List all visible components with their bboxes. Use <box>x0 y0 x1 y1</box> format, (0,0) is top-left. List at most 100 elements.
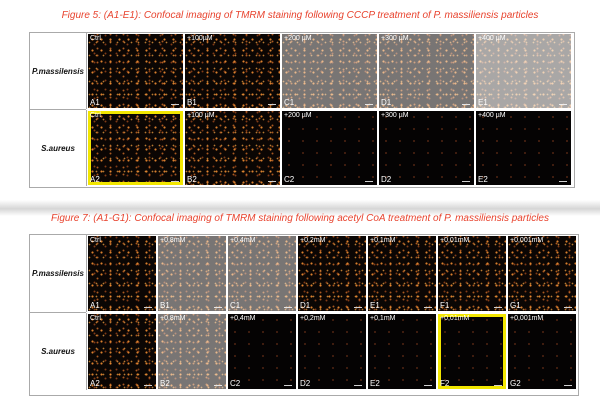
micrograph-panel: +0,01mM F2 <box>438 314 506 389</box>
micrograph-panel: +0,001mM G2 <box>508 314 576 389</box>
panel-id-label: B2 <box>187 175 197 184</box>
panel-id-label: E1 <box>478 98 488 107</box>
panel-id-label: E2 <box>478 175 488 184</box>
scale-bar <box>144 307 152 308</box>
scale-bar <box>214 307 222 308</box>
panel-id-label: F1 <box>440 301 450 310</box>
row-label: P.massilensis <box>30 33 87 109</box>
micrograph-panel: +300 µM D2 <box>379 111 474 185</box>
scale-bar <box>268 104 276 105</box>
treatment-label: +0,2mM <box>300 315 326 322</box>
micrograph-panel: +100µM B1 <box>185 34 280 108</box>
micrograph-panel: Ctrl A2 <box>88 111 183 185</box>
panel-id-label: C1 <box>230 301 241 310</box>
scale-bar <box>462 104 470 105</box>
scale-bar <box>564 385 572 386</box>
treatment-label: +0,01mM <box>440 315 470 322</box>
treatment-label: +0,8mM <box>160 237 186 244</box>
micrograph-panel: Ctrl A2 <box>88 314 156 389</box>
treatment-label: +0,001mM <box>510 315 544 322</box>
panel-id-label: D1 <box>300 301 311 310</box>
scale-bar <box>424 307 432 308</box>
figure-7-grid: P.massilensis Ctrl A1 +0,8mM B1 +0,4mM C1 +0,2m… <box>29 234 579 396</box>
micrograph-panel: +0,1mM E1 <box>368 236 436 311</box>
scale-bar <box>559 104 567 105</box>
figure-5-grid: P.massilensis Ctrl A1 +100µM B1 +200 µM C1 +300… <box>29 32 575 188</box>
micrograph-panel: Ctrl A1 <box>88 236 156 311</box>
panel-id-label: F2 <box>440 379 450 388</box>
micrograph-panel: +0,2mM D1 <box>298 236 366 311</box>
panel-id-label: A2 <box>90 175 100 184</box>
row-label: P.massilensis <box>30 235 87 312</box>
figure-7-caption: Figure 7: (A1-G1): Confocal imaging of T… <box>51 213 549 224</box>
scale-bar <box>365 181 373 182</box>
scale-bar <box>284 307 292 308</box>
panel-id-label: G1 <box>510 301 521 310</box>
treatment-label: Ctrl <box>90 237 101 244</box>
row-divider <box>30 312 86 313</box>
panel-id-label: C1 <box>284 98 295 107</box>
panel-id-label: D1 <box>381 98 392 107</box>
row-label: S.aureus <box>30 110 87 186</box>
micrograph-panel: +200 µM C2 <box>282 111 377 185</box>
panel-id-label: G2 <box>510 379 521 388</box>
micrograph-panel: +300 µM D1 <box>379 34 474 108</box>
scale-bar <box>354 307 362 308</box>
panel-id-label: B2 <box>160 379 170 388</box>
micrograph-panel: +200 µM C1 <box>282 34 377 108</box>
micrograph-panel: Ctrl A1 <box>88 34 183 108</box>
panel-id-label: B1 <box>160 301 170 310</box>
micrograph-panel: +0,1mM E2 <box>368 314 436 389</box>
micrograph-panel: +0,01mM F1 <box>438 236 506 311</box>
micrograph-panel: +100 µM B2 <box>185 111 280 185</box>
treatment-label: +0,01mM <box>440 237 470 244</box>
treatment-label: +0,4mM <box>230 237 256 244</box>
treatment-label: +200 µM <box>284 35 312 42</box>
panel-id-label: C2 <box>284 175 295 184</box>
treatment-label: +200 µM <box>284 112 312 119</box>
panel-id-label: E1 <box>370 301 380 310</box>
scale-bar <box>214 385 222 386</box>
row-label: S.aureus <box>30 313 87 390</box>
micrograph-panel: +400 µM E2 <box>476 111 571 185</box>
panel-id-label: E2 <box>370 379 380 388</box>
scale-bar <box>494 385 502 386</box>
treatment-label: +0,4mM <box>230 315 256 322</box>
treatment-label: +300 µM <box>381 112 409 119</box>
panel-id-label: C2 <box>230 379 241 388</box>
scale-bar <box>559 181 567 182</box>
treatment-label: +0,001mM <box>510 237 544 244</box>
scale-bar <box>424 385 432 386</box>
treatment-label: +400 µM <box>478 112 506 119</box>
treatment-label: Ctrl <box>90 35 101 42</box>
scale-bar <box>365 104 373 105</box>
scale-bar <box>268 181 276 182</box>
treatment-label: +300 µM <box>381 35 409 42</box>
micrograph-panel: +0,2mM D2 <box>298 314 366 389</box>
panel-id-label: A2 <box>90 379 100 388</box>
treatment-label: +0,2mM <box>300 237 326 244</box>
panel-id-label: B1 <box>187 98 197 107</box>
scale-bar <box>462 181 470 182</box>
scale-bar <box>171 181 179 182</box>
treatment-label: +100 µM <box>187 112 215 119</box>
scale-bar <box>171 104 179 105</box>
section-divider <box>0 200 600 216</box>
treatment-label: +0,8mM <box>160 315 186 322</box>
scale-bar <box>494 307 502 308</box>
treatment-label: Ctrl <box>90 112 101 119</box>
micrograph-panel: +0,8mM B1 <box>158 236 226 311</box>
scale-bar <box>354 385 362 386</box>
scale-bar <box>144 385 152 386</box>
panel-id-label: D2 <box>381 175 392 184</box>
micrograph-panel: +0,4mM C1 <box>228 236 296 311</box>
micrograph-panel: +400 µM E1 <box>476 34 571 108</box>
treatment-label: +100µM <box>187 35 213 42</box>
treatment-label: +400 µM <box>478 35 506 42</box>
micrograph-panel: +0,4mM C2 <box>228 314 296 389</box>
treatment-label: Ctrl <box>90 315 101 322</box>
panel-id-label: A1 <box>90 98 100 107</box>
micrograph-panel: +0,001mM G1 <box>508 236 576 311</box>
scale-bar <box>284 385 292 386</box>
treatment-label: +0,1mM <box>370 237 396 244</box>
